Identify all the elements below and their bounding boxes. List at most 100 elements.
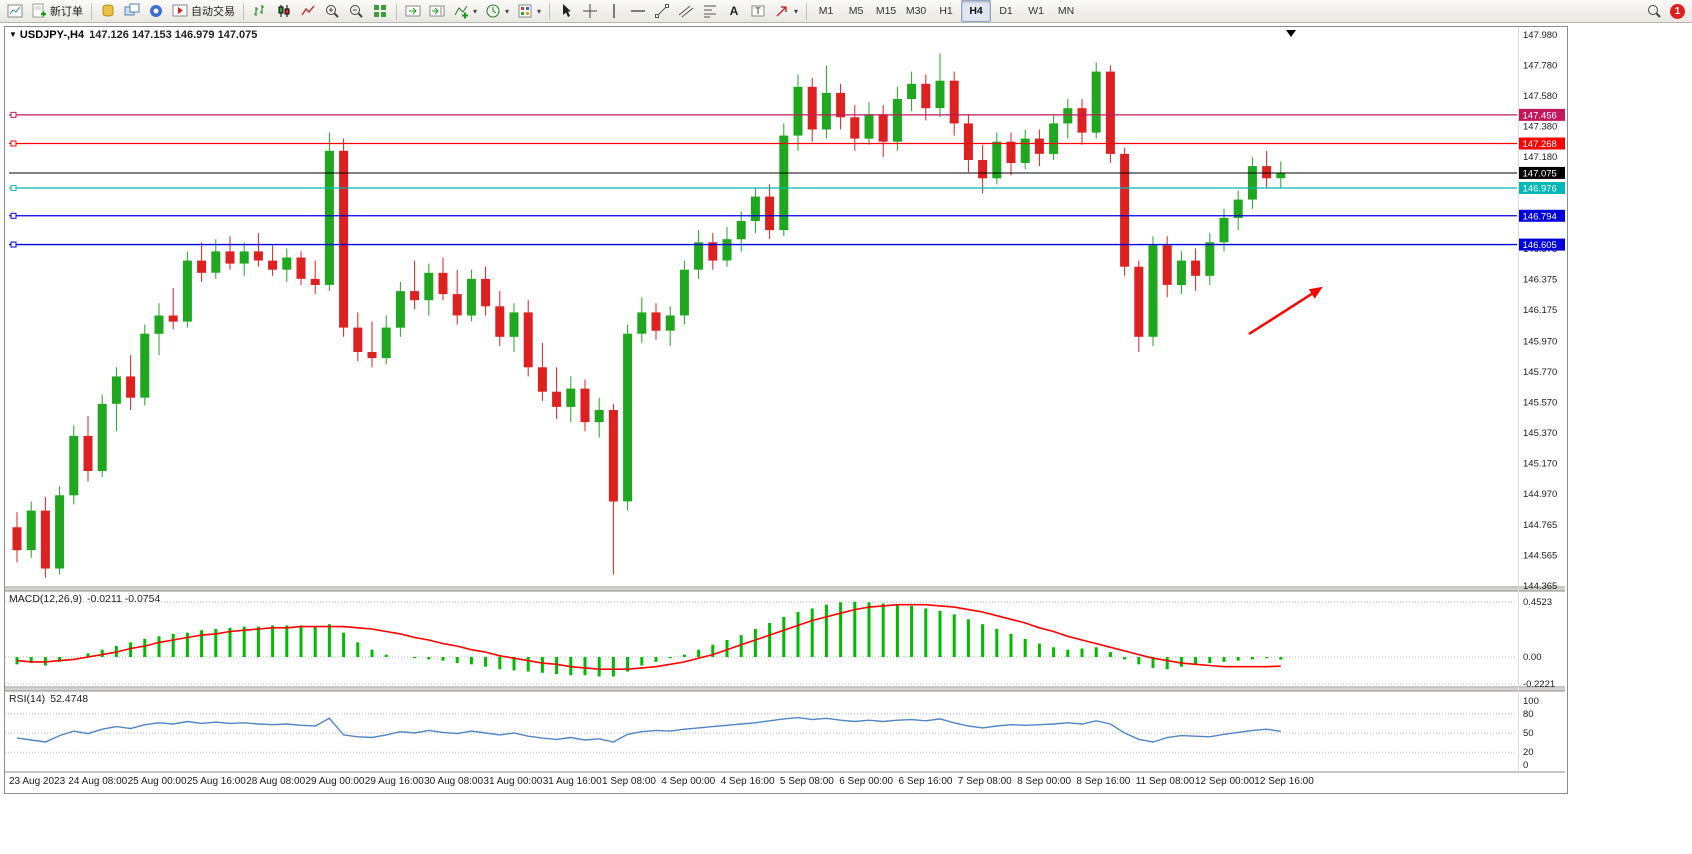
svg-text:145.570: 145.570	[1523, 397, 1557, 408]
arrows-tool-button[interactable]: ▾	[770, 0, 802, 22]
candle-down	[1034, 138, 1044, 154]
candle-up	[793, 86, 803, 136]
candle-down	[339, 150, 349, 328]
dropdown-caret-icon: ▾	[505, 6, 510, 16]
autotrading-icon	[172, 3, 188, 19]
indicators-button[interactable]: ▾	[449, 0, 481, 22]
candle-up	[324, 150, 334, 285]
chart-shift-marker-icon[interactable]	[1286, 30, 1296, 37]
svg-text:8 Sep 00:00: 8 Sep 00:00	[1017, 776, 1071, 787]
price-level-badge	[1519, 209, 1565, 222]
candle-down	[807, 86, 817, 130]
candle-down	[523, 312, 533, 368]
svg-text:-0.2221: -0.2221	[1523, 679, 1555, 690]
line-handle[interactable]	[10, 185, 17, 192]
candle-up	[182, 260, 192, 322]
cursor-tool-button[interactable]	[554, 0, 578, 22]
timeframe-M30-button[interactable]: M30	[905, 5, 927, 17]
label-tool-button[interactable]: T	[746, 0, 770, 22]
text-tool-button[interactable]: A	[722, 0, 746, 22]
svg-text:11 Sep 08:00: 11 Sep 08:00	[1136, 776, 1195, 787]
channel-tool-button[interactable]	[674, 0, 698, 22]
collapse-indicator-icon[interactable]: ▼	[9, 30, 17, 39]
line-handle[interactable]	[10, 111, 17, 118]
timeframe-MN-button[interactable]: MN	[1057, 5, 1075, 17]
timeframe-W1-button[interactable]: W1	[1028, 5, 1044, 17]
svg-text:28 Aug 08:00: 28 Aug 08:00	[246, 776, 305, 787]
timeframe-H4-button[interactable]: H4	[961, 0, 992, 22]
rsi-axis: 100 80 50 20 0	[1523, 696, 1539, 771]
zoom-in-icon	[324, 3, 340, 19]
search-button[interactable]	[1642, 0, 1666, 22]
svg-text:23 Aug 2023: 23 Aug 2023	[9, 776, 66, 787]
candle-down	[12, 527, 22, 551]
svg-text:145.170: 145.170	[1523, 458, 1557, 469]
new-chart-button[interactable]	[3, 0, 27, 22]
candlesticks	[12, 53, 1286, 578]
svg-text:146.175: 146.175	[1523, 305, 1557, 316]
chart-type-line-button[interactable]	[296, 0, 320, 22]
periods-button[interactable]: ▾	[481, 0, 513, 22]
trendline-tool-button[interactable]	[650, 0, 674, 22]
new-order-label: 新订单	[50, 6, 83, 18]
timeframe-H1-button[interactable]: H1	[939, 5, 953, 17]
crosshair-tool-button[interactable]	[578, 0, 602, 22]
timeframe-D1-button[interactable]: D1	[999, 5, 1013, 17]
zoom-in-button[interactable]	[320, 0, 344, 22]
svg-text:100: 100	[1523, 696, 1539, 707]
candle-up	[1219, 217, 1229, 243]
svg-text:31 Aug 00:00: 31 Aug 00:00	[483, 776, 542, 787]
autotrading-button[interactable]: 自动交易	[168, 0, 239, 22]
candle-up	[1276, 172, 1286, 179]
price-chart-canvas[interactable]: 147.980147.780147.580147.380147.180146.5…	[5, 27, 1565, 791]
svg-text:147.075: 147.075	[1523, 168, 1557, 179]
candle-up	[722, 239, 732, 261]
line-handle[interactable]	[10, 140, 17, 147]
arrow-annotation[interactable]	[1248, 286, 1323, 336]
svg-text:0: 0	[1523, 760, 1528, 771]
text-icon: A	[726, 3, 742, 19]
candle-down	[367, 352, 377, 359]
line-handle[interactable]	[10, 241, 17, 248]
horizontal-line-tool-button[interactable]	[626, 0, 650, 22]
tile-windows-icon	[372, 3, 388, 19]
svg-text:144.765: 144.765	[1523, 520, 1557, 531]
candle-down	[978, 160, 988, 179]
candle-up	[69, 435, 79, 496]
svg-text:147.580: 147.580	[1523, 91, 1557, 102]
ohlc-values: 147.126 147.153 146.979 147.075	[89, 29, 258, 41]
templates-button[interactable]: ▾	[513, 0, 545, 22]
candle-up	[1176, 260, 1186, 285]
chart-windows-button[interactable]	[120, 0, 144, 22]
chart-shift-button[interactable]	[425, 0, 449, 22]
zoom-out-button[interactable]	[344, 0, 368, 22]
arrows-icon	[774, 3, 790, 19]
svg-text:145.770: 145.770	[1523, 367, 1557, 378]
candle-down	[253, 251, 263, 261]
dropdown-caret-icon: ▾	[537, 6, 542, 16]
candle-up	[140, 333, 150, 398]
tile-windows-button[interactable]	[368, 0, 392, 22]
auto-scroll-button[interactable]	[401, 0, 425, 22]
svg-text:25 Aug 16:00: 25 Aug 16:00	[187, 776, 246, 787]
candle-down	[949, 80, 959, 124]
profiles-button[interactable]	[96, 0, 120, 22]
candle-down	[83, 435, 93, 471]
notification-badge[interactable]: 1	[1670, 3, 1685, 19]
timeframe-M1-button[interactable]: M1	[818, 5, 834, 17]
fibonacci-tool-button[interactable]	[698, 0, 722, 22]
line-handle[interactable]	[10, 212, 17, 219]
chart-type-candles-button[interactable]	[272, 0, 296, 22]
timeframe-M15-button[interactable]: M15	[875, 5, 897, 17]
chart-title: ▼ USDJPY-,H4 147.126 147.153 146.979 147.0…	[9, 29, 257, 41]
candle-down	[765, 196, 775, 231]
svg-text:147.456: 147.456	[1523, 110, 1557, 121]
chart-type-bars-button[interactable]	[248, 0, 272, 22]
alerts-button[interactable]	[144, 0, 168, 22]
vertical-line-tool-button[interactable]	[602, 0, 626, 22]
timeframe-M5-button[interactable]: M5	[848, 5, 864, 17]
candle-up	[679, 269, 689, 316]
macd-indicator-label: MACD(12,26,9) -0.0211 -0.0754	[9, 593, 160, 605]
candle-up	[111, 376, 121, 404]
new-order-button[interactable]: 新订单	[27, 0, 87, 22]
